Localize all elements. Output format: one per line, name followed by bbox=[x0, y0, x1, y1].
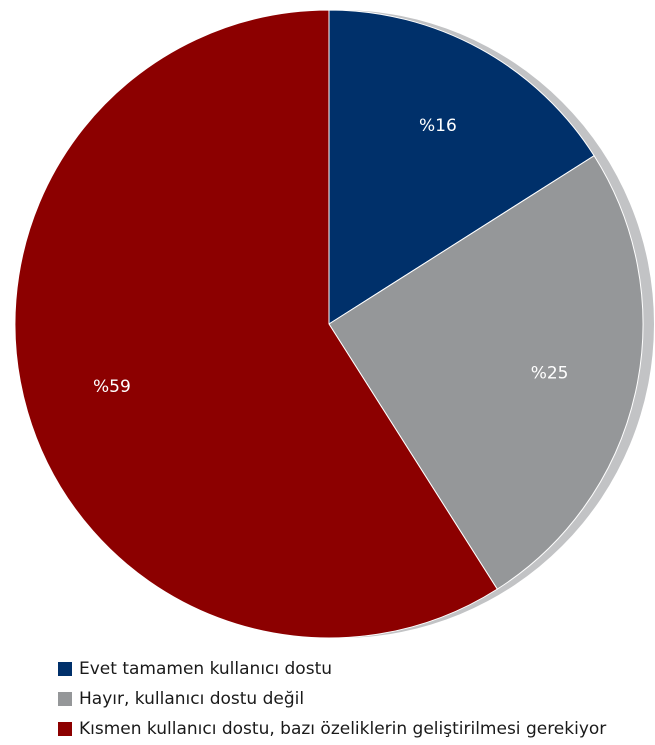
pie-value-labels: %16 %25 %59 bbox=[93, 116, 568, 397]
legend: Evet tamamen kullanıcı dostu Hayır, kull… bbox=[58, 654, 648, 744]
legend-item: Evet tamamen kullanıcı dostu bbox=[58, 654, 648, 684]
legend-item: Hayır, kullanıcı dostu değil bbox=[58, 684, 648, 714]
legend-item: Kısmen kullanıcı dostu, bazı özeliklerin… bbox=[58, 714, 648, 744]
legend-swatch bbox=[58, 692, 72, 706]
pie-slice bbox=[328, 155, 644, 590]
legend-swatch bbox=[58, 662, 72, 676]
legend-label: Hayır, kullanıcı dostu değil bbox=[79, 689, 305, 709]
pie-slices bbox=[14, 9, 644, 639]
slice-value-label: %59 bbox=[93, 377, 131, 397]
pie-chart: %16 %25 %59 bbox=[14, 9, 654, 639]
legend-label: Evet tamamen kullanıcı dostu bbox=[79, 659, 333, 679]
pie-slice bbox=[14, 9, 498, 639]
legend-label: Kısmen kullanıcı dostu, bazı özeliklerin… bbox=[79, 719, 607, 739]
slice-value-label: %16 bbox=[419, 116, 457, 136]
slice-value-label: %25 bbox=[531, 363, 569, 383]
legend-swatch bbox=[58, 722, 72, 736]
pie-slice bbox=[328, 9, 595, 325]
